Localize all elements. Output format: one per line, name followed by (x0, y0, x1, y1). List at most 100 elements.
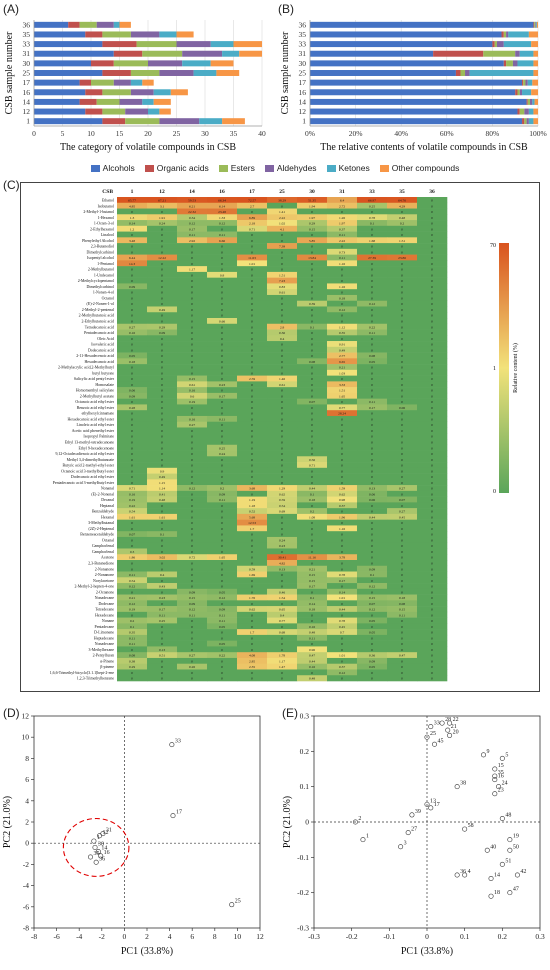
heatmap-cell-value: 0.29 (159, 325, 165, 329)
heatmap-cell (387, 197, 418, 204)
heatmap-cell-value: 67.21 (158, 198, 166, 202)
y-tick-label: 0 (305, 818, 309, 827)
heatmap-cell-value: 0 (401, 544, 403, 548)
heatmap-cell (417, 231, 448, 238)
heatmap-cell (297, 571, 328, 578)
heatmap-cell-value: 1.94 (309, 204, 315, 208)
heatmap-cell-value: 0.2 (400, 222, 405, 226)
heatmap-cell (387, 266, 418, 273)
x-tick-label: 35 (230, 129, 238, 138)
scatter-point (488, 876, 494, 882)
heatmap-cell-value: 0.08 (369, 354, 375, 358)
heatmap-cell (207, 479, 238, 486)
heatmap-cell (387, 300, 418, 307)
heatmap-cell (297, 554, 328, 561)
bar-segment (210, 60, 234, 67)
heatmap-cell-value: 0 (341, 567, 343, 571)
heatmap-cell (177, 611, 208, 618)
heatmap-cell (147, 415, 178, 423)
heatmap-cell-value: 0 (311, 429, 313, 433)
bar-segment (34, 108, 86, 115)
heatmap-cell (267, 283, 298, 290)
heatmap-cell-value: 0 (161, 360, 163, 364)
heatmap-cell (207, 318, 238, 325)
heatmap-cell-value: 0.15 (369, 596, 375, 600)
heatmap-cell-value: 0.11 (219, 417, 225, 421)
bar-segment (34, 70, 103, 76)
heatmap-cell-value: 0 (191, 429, 193, 433)
heatmap-column-label: 31 (339, 189, 345, 195)
heatmap-row-label: 2-Ethylbutanoic acid (81, 319, 114, 323)
heatmap-cell (117, 634, 148, 641)
colorbar-title: Relative content (%) (512, 343, 519, 393)
point-label: 48 (505, 812, 511, 818)
heatmap-cell (327, 318, 358, 325)
heatmap-cell (267, 496, 298, 503)
bar-segment (136, 41, 177, 48)
heatmap-cell-value: 0 (191, 631, 193, 635)
heatmap-cell-value: 0.11 (129, 636, 135, 640)
heatmap-cell-value: 0 (281, 348, 283, 352)
heatmap-cell-value: 0 (251, 579, 253, 583)
heatmap-cell (237, 634, 268, 641)
legend-item-alcohols: Alcohols (90, 161, 135, 175)
heatmap-column-label: 35 (399, 189, 405, 195)
heatmap-cell (327, 283, 358, 290)
heatmap-cell (237, 513, 268, 520)
heatmap-cell-value: 0 (431, 250, 433, 254)
heatmap-cell (387, 352, 418, 359)
heatmap-cell (327, 513, 358, 520)
point-label: 45 (438, 738, 444, 744)
heatmap-cell-value: 0.61 (189, 383, 195, 387)
y-tick-label: 33 (23, 40, 31, 49)
heatmap-cell (297, 583, 328, 590)
point-label: 16 (498, 774, 504, 780)
heatmap-cell-value: 0.18 (309, 608, 315, 612)
heatmap-cell-value: 0 (401, 538, 403, 542)
heatmap-row-label: Linalool (101, 233, 114, 237)
heatmap-cell-value: 0.39 (309, 302, 315, 306)
heatmap-row-label: Ethanol (102, 198, 114, 202)
heatmap-cell-value: 0 (371, 510, 373, 514)
legend-item-esters: Esters (218, 161, 255, 175)
heatmap-cell-value: 0 (311, 233, 313, 237)
heatmap-cell-value: 0.06 (129, 389, 135, 393)
heatmap-cell-value: 0 (221, 268, 223, 272)
heatmap-cell-value: 0.69 (279, 510, 285, 514)
heatmap-cell (207, 663, 238, 670)
heatmap-cell (387, 623, 418, 630)
heatmap-cell (417, 473, 448, 480)
heatmap-cell-value: 0.68 (279, 631, 285, 635)
bar-segment (142, 50, 183, 57)
heatmap-cell (117, 364, 148, 371)
heatmap-cell-value: 0 (281, 677, 283, 681)
heatmap-cell-value: 0 (161, 285, 163, 289)
heatmap-cell (357, 289, 388, 296)
heatmap-cell (327, 560, 358, 567)
heatmap-cell (327, 329, 358, 336)
heatmap-cell-value: 0.27 (189, 654, 195, 658)
heatmap-cell-value: 2.8 (280, 325, 285, 329)
heatmap-cell-value: 0 (251, 314, 253, 318)
heatmap-cell (357, 283, 388, 290)
heatmap-cell-value: 0 (431, 412, 433, 416)
heatmap-cell-value: 0.05 (369, 665, 375, 669)
heatmap-cell-value: 0.3 (130, 550, 135, 554)
heatmap-cell-value: 0 (371, 389, 373, 393)
heatmap-row-label: 1-Hexanol (98, 216, 114, 220)
heatmap-cell (237, 629, 268, 636)
heatmap-cell (267, 669, 298, 676)
heatmap-cell (237, 583, 268, 590)
bar-segment (310, 79, 523, 86)
heatmap-cell-value: 4.1 (280, 227, 285, 231)
heatmap-cell (387, 254, 418, 261)
heatmap-cell-value: 0 (311, 268, 313, 272)
x-axis-title: The category of volatile compounds in CS… (60, 142, 236, 153)
heatmap-cell-value: 6.14 (219, 204, 225, 208)
heatmap-row-label: Dodecane (98, 602, 114, 606)
heatmap-cell-value: 0 (431, 222, 433, 226)
point-label: 25 (235, 899, 241, 905)
heatmap-cell (177, 427, 208, 434)
bar-segment (533, 50, 538, 57)
heatmap-cell-value: 0 (281, 573, 283, 577)
